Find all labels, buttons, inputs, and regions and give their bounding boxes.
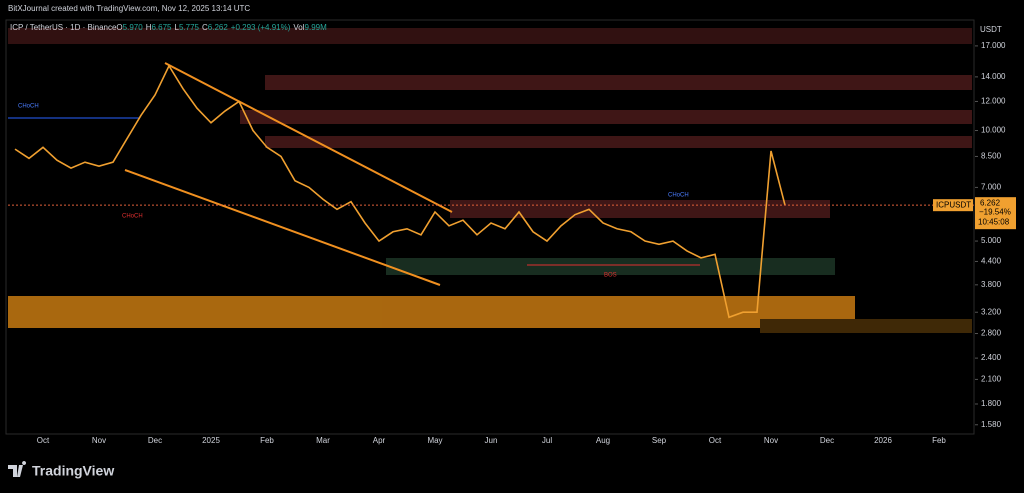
x-tick-label: Feb [260,436,274,445]
zone [265,75,972,90]
y-tick-label: 2.800 [981,329,1002,338]
y-tick-label: 5.000 [981,236,1002,245]
currency: USDT [980,25,1002,34]
x-tick-label: 2025 [202,436,220,445]
zones [8,28,972,333]
y-tick-label: 2.100 [981,375,1002,384]
x-tick-label: Nov [92,436,106,445]
header: BitXJournal created with TradingView.com… [8,4,327,32]
y-tick-label: 10.000 [981,126,1006,135]
y-tick-label: 2.400 [981,353,1002,362]
y-tick-label: 1.800 [981,399,1002,408]
annotation: CHoCH [18,104,39,110]
ohlc: O5.970 H6.675 L5.775 C6.262 +0.293 (+4.91%) V… [116,23,327,32]
change: +0.293 (+4.91%) [231,23,291,32]
channel-line [124,169,441,286]
zone [8,28,972,44]
vol-key: Vol [293,23,304,32]
channel-line [164,62,453,213]
ohlc-value: 5.775 [179,23,200,32]
y-tick-label: 12.000 [981,97,1006,106]
logo [8,461,27,477]
footer: TradingView [8,461,114,479]
change-label: −19.54% [979,207,1011,216]
annotation: BOS [604,273,617,279]
zone [265,136,972,148]
x-tick-label: Aug [596,436,610,445]
annotation: CHoCH [668,193,689,199]
x-tick-label: Dec [820,436,834,445]
x-tick-label: Nov [764,436,778,445]
zone [240,110,972,124]
zone [760,319,972,333]
ohlc-value: 6.675 [151,23,172,32]
symbol: ICP / TetherUS · 1D · Binance [10,23,117,32]
y-tick-label: 4.400 [981,257,1002,266]
vol-value: 9.99M [305,23,328,32]
y-tick-label: 1.580 [981,420,1002,429]
symbol-badge [933,199,973,212]
author-line: BitXJournal created with TradingView.com… [8,4,250,13]
x-tick-label: Jun [485,436,498,445]
x-tick-label: Mar [316,436,330,445]
price-line [14,64,786,319]
x-tick-label: 2026 [874,436,892,445]
symbol-line: ICP / TetherUS · 1D · BinanceO5.970 H6.67… [10,23,327,32]
x-tick-label: Oct [709,436,722,445]
symbol-label: ICPUSDT [936,200,971,209]
x-tick-label: Jul [542,436,552,445]
ohlc-value: 6.262 [208,23,229,32]
zone [386,258,835,275]
annotation: CHoCH [122,214,143,220]
x-tick-label: Oct [37,436,50,445]
price-axis: USDT 1.580 1.800 2.100 2.400 2.800 3.200 3.800… [975,20,1016,434]
ohlc-key: H [146,23,152,32]
price-badge [975,197,1016,230]
price-label: 6.262 [980,198,1001,207]
y-tick-label: 17.000 [981,41,1006,50]
brand: TradingView [32,463,114,479]
x-tick-label: Apr [373,436,386,445]
x-tick-label: Sep [652,436,667,445]
zone [450,200,830,218]
y-tick-label: 14.000 [981,72,1006,81]
y-tick-label: 3.800 [981,280,1002,289]
y-tick-label: 7.000 [981,183,1002,192]
x-tick-label: Feb [932,436,946,445]
zone [8,296,855,328]
x-tick-label: Dec [148,436,162,445]
ohlc-key: L [175,23,180,32]
y-tick-label: 3.200 [981,307,1002,316]
ohlc-key: O [116,23,122,32]
countdown-label: 10:45:08 [978,217,1010,226]
ohlc-value: 5.970 [123,23,144,32]
ohlc-key: C [202,23,208,32]
x-tick-label: May [427,436,442,445]
y-tick-label: 8.500 [981,152,1002,161]
